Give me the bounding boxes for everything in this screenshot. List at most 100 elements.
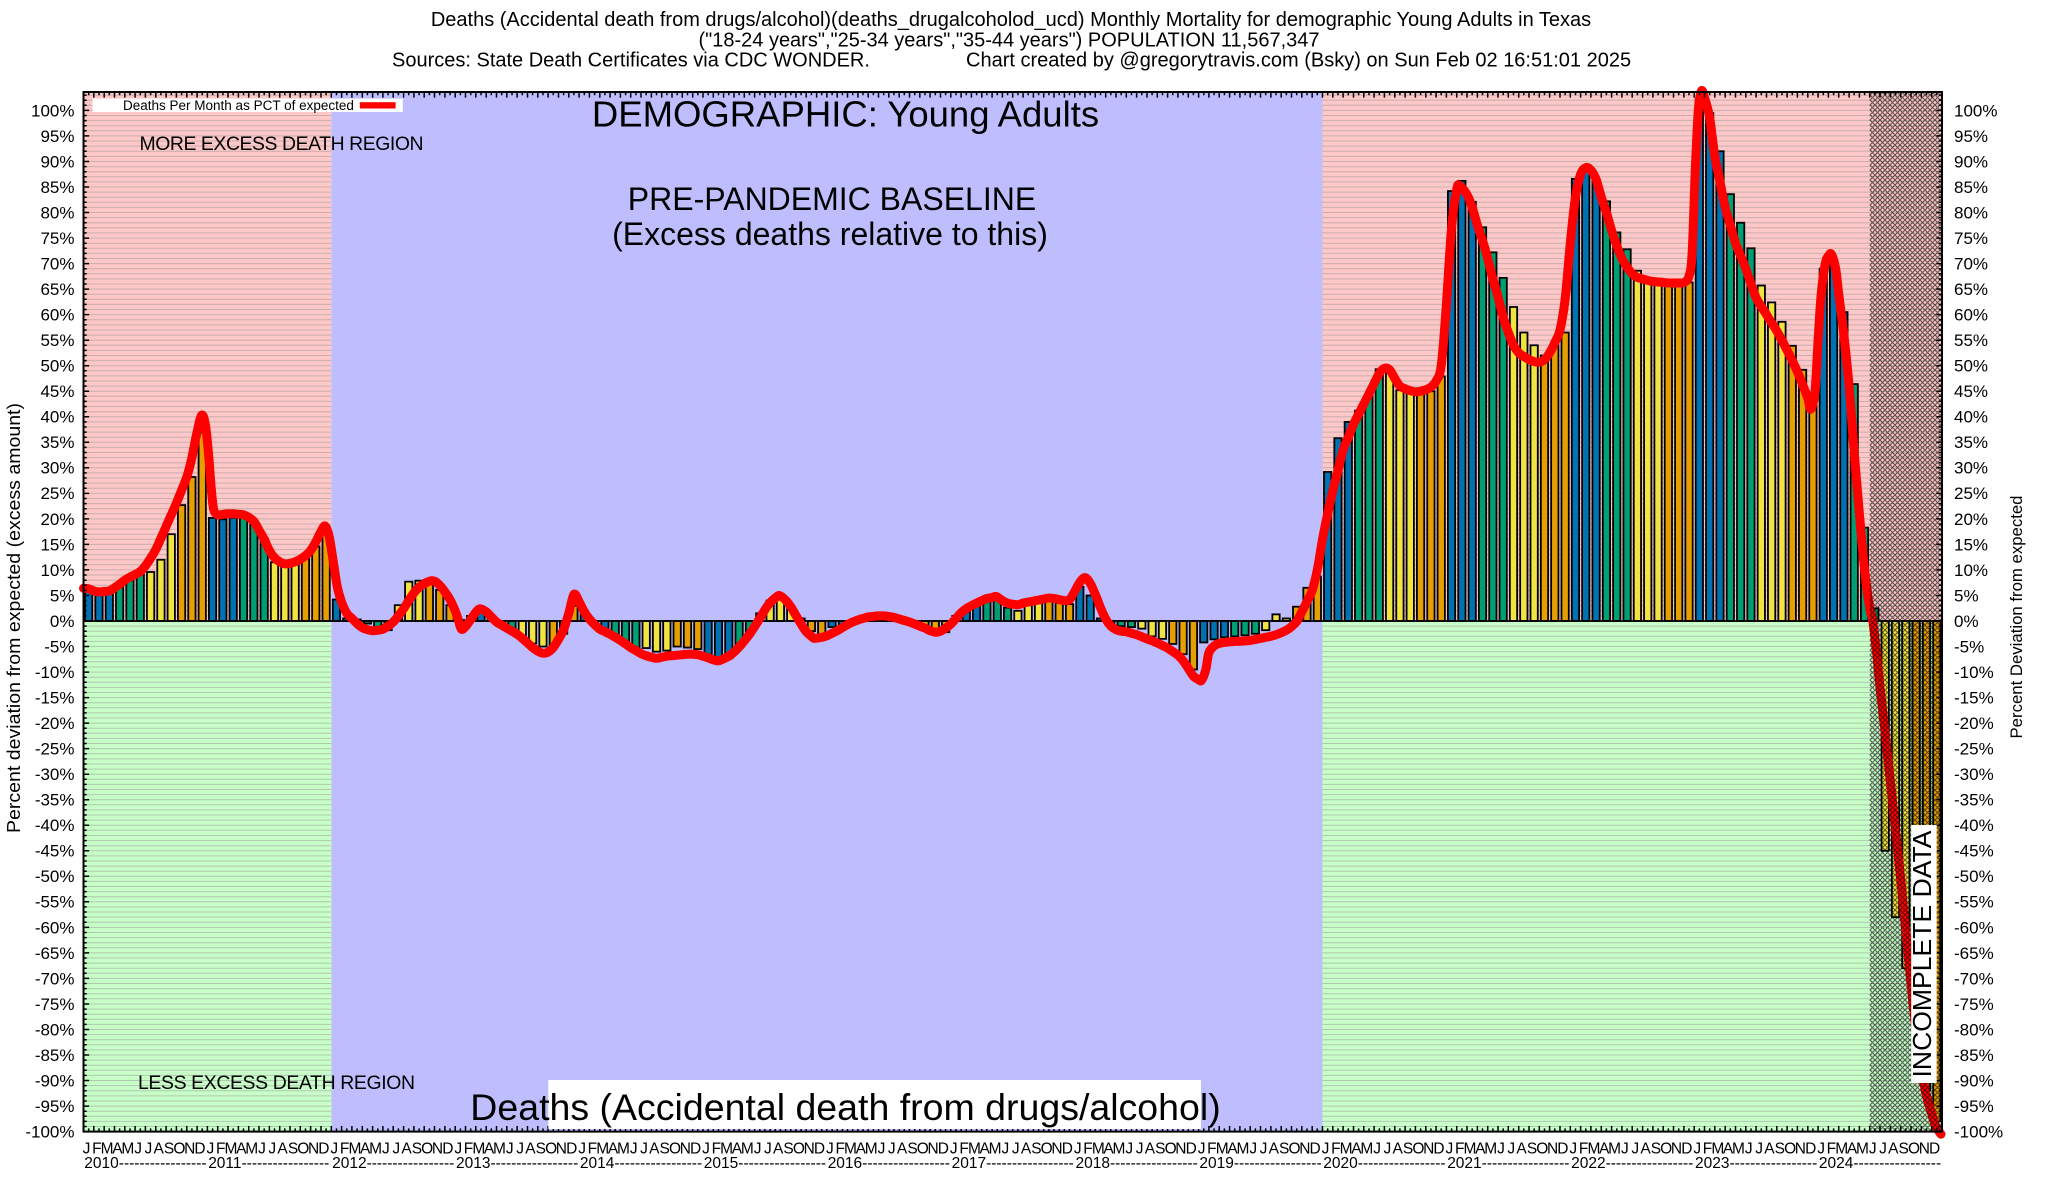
svg-text:25%: 25% (1954, 484, 1988, 503)
svg-text:70%: 70% (40, 255, 74, 274)
svg-text:30%: 30% (40, 459, 74, 478)
svg-text:M: M (225, 1141, 238, 1158)
svg-text:95%: 95% (40, 127, 74, 146)
svg-text:S: S (288, 1141, 298, 1158)
svg-text:-5%: -5% (44, 637, 74, 656)
svg-text:M: M (121, 1141, 134, 1158)
svg-text:85%: 85% (1954, 178, 1988, 197)
svg-text:J: J (1817, 1141, 1825, 1158)
svg-text:40%: 40% (40, 408, 74, 427)
svg-text:A: A (1351, 1141, 1362, 1158)
svg-text:2024-----------------: 2024----------------- (1819, 1155, 1941, 1172)
svg-text:LESS EXCESS DEATH REGION: LESS EXCESS DEATH REGION (138, 1072, 415, 1094)
svg-text:O: O (1041, 1141, 1053, 1158)
svg-text:J: J (754, 1141, 762, 1158)
svg-text:J: J (268, 1141, 276, 1158)
svg-text:O: O (917, 1141, 929, 1158)
svg-text:S: S (907, 1141, 917, 1158)
svg-text:S: S (412, 1141, 422, 1158)
svg-text:O: O (173, 1141, 185, 1158)
svg-text:F: F (1827, 1141, 1836, 1158)
svg-text:A: A (649, 1141, 660, 1158)
svg-text:M: M (472, 1141, 485, 1158)
svg-text:70%: 70% (1954, 255, 1988, 274)
svg-text:2011-----------------: 2011----------------- (208, 1155, 329, 1172)
svg-text:J: J (1446, 1141, 1454, 1158)
svg-text:2022-----------------: 2022----------------- (1571, 1155, 1693, 1172)
svg-text:O: O (545, 1141, 557, 1158)
svg-text:A: A (154, 1141, 165, 1158)
svg-text:-55%: -55% (1954, 893, 1994, 912)
svg-text:J: J (702, 1141, 710, 1158)
svg-text:M: M (617, 1141, 630, 1158)
svg-text:A: A (1764, 1141, 1775, 1158)
svg-text:-40%: -40% (35, 816, 75, 835)
svg-text:90%: 90% (1954, 152, 1988, 171)
svg-text:A: A (1227, 1141, 1238, 1158)
svg-text:95%: 95% (1954, 127, 1988, 146)
svg-text:J: J (1569, 1141, 1577, 1158)
svg-text:A: A (1640, 1141, 1651, 1158)
svg-text:J: J (83, 1141, 91, 1158)
svg-text:15%: 15% (1954, 535, 1988, 554)
svg-text:O: O (297, 1141, 309, 1158)
svg-text:Deaths Per Month as PCT of exp: Deaths Per Month as PCT of expected (123, 98, 354, 113)
svg-text:O: O (1412, 1141, 1424, 1158)
svg-text:S: S (1899, 1141, 1909, 1158)
svg-text:F: F (588, 1141, 597, 1158)
svg-text:-5%: -5% (1954, 637, 1984, 656)
svg-text:Percent deviation from expecte: Percent deviation from expected (excess … (4, 403, 24, 833)
svg-text:("18-24 years","25-34 years",": ("18-24 years","25-34 years","35-44 year… (698, 30, 1319, 52)
svg-text:-65%: -65% (1954, 944, 1994, 963)
svg-text:A: A (1145, 1141, 1156, 1158)
svg-text:D: D (1062, 1141, 1073, 1158)
svg-text:20%: 20% (40, 510, 74, 529)
svg-text:M: M (1856, 1141, 1869, 1158)
svg-text:F: F (712, 1141, 721, 1158)
svg-text:S: S (1775, 1141, 1785, 1158)
svg-text:-90%: -90% (35, 1071, 75, 1090)
svg-text:30%: 30% (1954, 459, 1988, 478)
svg-text:D: D (1805, 1141, 1816, 1158)
svg-text:F: F (1579, 1141, 1588, 1158)
svg-text:J: J (878, 1141, 886, 1158)
svg-text:M: M (493, 1141, 506, 1158)
svg-text:75%: 75% (40, 229, 74, 248)
svg-text:F: F (959, 1141, 968, 1158)
svg-text:J: J (516, 1141, 524, 1158)
svg-text:10%: 10% (40, 561, 74, 580)
svg-text:F: F (835, 1141, 844, 1158)
svg-text:N: N (1795, 1141, 1806, 1158)
svg-text:-95%: -95% (35, 1097, 75, 1116)
svg-text:A: A (897, 1141, 908, 1158)
svg-text:45%: 45% (1954, 382, 1988, 401)
svg-text:DEMOGRAPHIC: Young Adults: DEMOGRAPHIC: Young Adults (592, 94, 1099, 135)
svg-text:N: N (556, 1141, 567, 1158)
svg-text:J: J (1693, 1141, 1701, 1158)
svg-text:Sources: State Death Certifica: Sources: State Death Certificates via CD… (392, 49, 870, 71)
svg-text:S: S (783, 1141, 793, 1158)
svg-text:90%: 90% (40, 152, 74, 171)
svg-text:J: J (578, 1141, 586, 1158)
svg-text:J: J (1198, 1141, 1206, 1158)
svg-text:J: J (134, 1141, 142, 1158)
svg-text:D: D (442, 1141, 453, 1158)
svg-text:D: D (1309, 1141, 1320, 1158)
svg-text:J: J (1869, 1141, 1877, 1158)
svg-text:MORE EXCESS DEATH REGION: MORE EXCESS DEATH REGION (140, 133, 424, 155)
svg-text:Chart created by @gregorytravi: Chart created by @gregorytravis.com (Bsk… (966, 49, 1631, 71)
svg-text:S: S (164, 1141, 174, 1158)
svg-text:O: O (793, 1141, 805, 1158)
svg-text:M: M (369, 1141, 382, 1158)
svg-text:N: N (1175, 1141, 1186, 1158)
svg-text:J: J (640, 1141, 648, 1158)
svg-text:-45%: -45% (1954, 842, 1994, 861)
svg-text:J: J (454, 1141, 462, 1158)
svg-text:O: O (1288, 1141, 1300, 1158)
svg-text:S: S (1031, 1141, 1041, 1158)
svg-text:M: M (1113, 1141, 1126, 1158)
svg-text:M: M (1484, 1141, 1497, 1158)
svg-text:-90%: -90% (1954, 1071, 1994, 1090)
svg-text:N: N (804, 1141, 815, 1158)
svg-text:M: M (1732, 1141, 1745, 1158)
